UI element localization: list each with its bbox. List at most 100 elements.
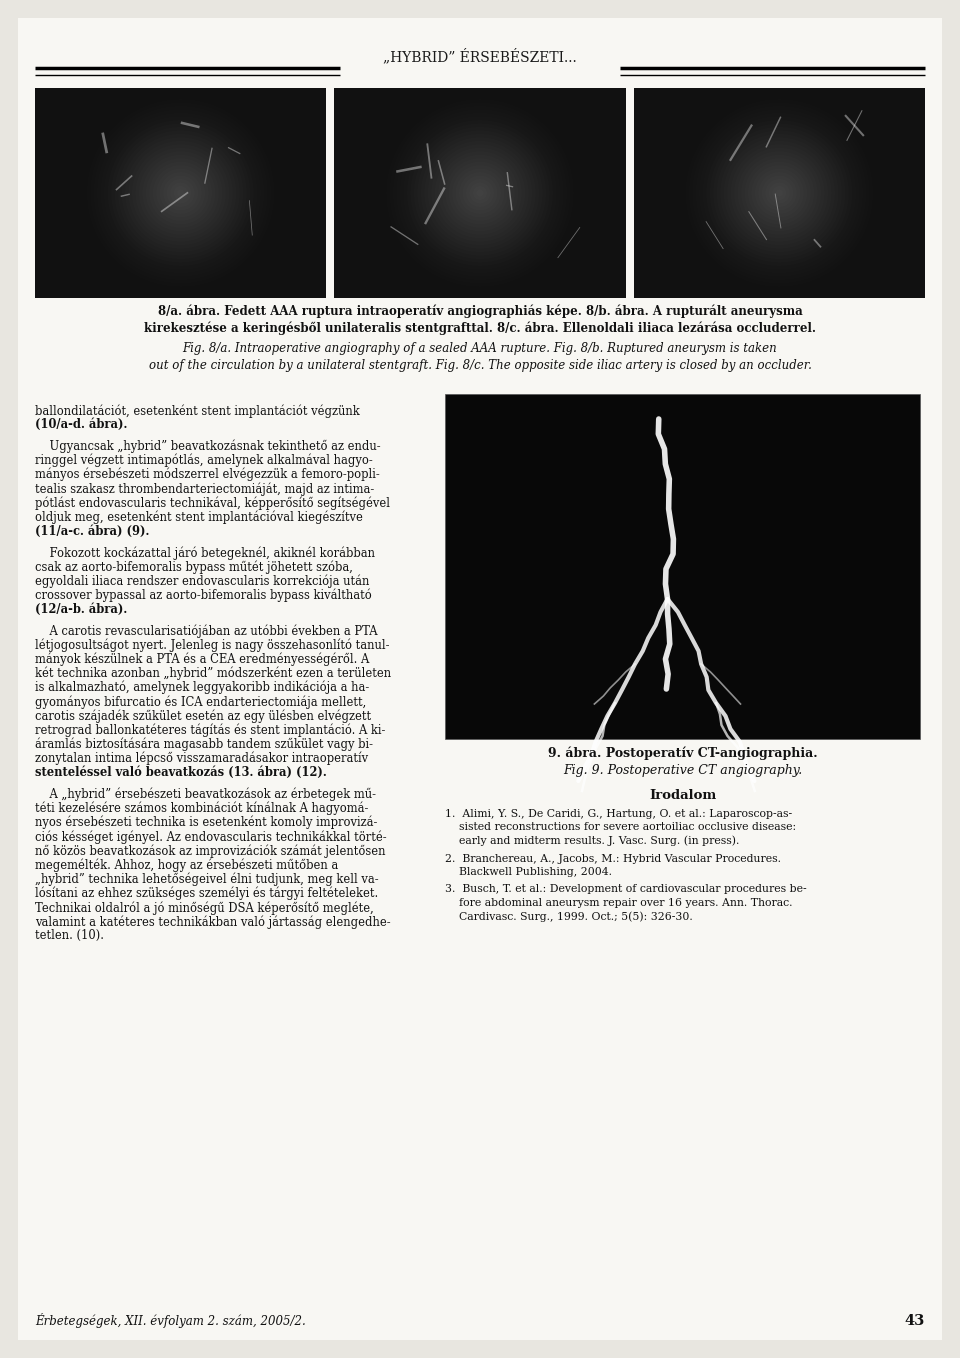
Ellipse shape — [122, 134, 240, 253]
Ellipse shape — [431, 144, 529, 242]
Ellipse shape — [456, 168, 504, 217]
Ellipse shape — [448, 162, 512, 224]
Text: gyományos bifurcatio és ICA endarteriectomiája mellett,: gyományos bifurcatio és ICA endarteriect… — [35, 695, 367, 709]
Text: zonytalan intima lépcső visszamaradásakor intraoperatív: zonytalan intima lépcső visszamaradásako… — [35, 752, 368, 766]
Ellipse shape — [153, 166, 208, 221]
Ellipse shape — [86, 99, 275, 287]
Ellipse shape — [424, 137, 536, 249]
Text: 2.  Branchereau, A., Jacobs, M.: Hybrid Vascular Procedures.
    Blackwell Publi: 2. Branchereau, A., Jacobs, M.: Hybrid V… — [445, 853, 781, 877]
Ellipse shape — [467, 179, 493, 206]
Text: (12/a-b. ábra).: (12/a-b. ábra). — [35, 603, 128, 615]
Text: áramlás biztosítására magasabb tandem szűkület vagy bi-: áramlás biztosítására magasabb tandem sz… — [35, 737, 373, 751]
Ellipse shape — [132, 144, 229, 242]
Ellipse shape — [80, 92, 281, 293]
Ellipse shape — [163, 175, 198, 210]
Ellipse shape — [90, 103, 271, 284]
Ellipse shape — [724, 137, 835, 249]
Ellipse shape — [428, 141, 532, 246]
Ellipse shape — [159, 172, 202, 213]
Ellipse shape — [94, 106, 268, 280]
Ellipse shape — [129, 141, 233, 246]
Ellipse shape — [111, 124, 251, 262]
Ellipse shape — [118, 130, 243, 255]
Text: két technika azonban „hybrid” módszerként ezen a területen: két technika azonban „hybrid” módszerkén… — [35, 667, 391, 680]
Ellipse shape — [139, 151, 223, 235]
Ellipse shape — [709, 124, 849, 262]
Text: ciós késséget igényel. Az endovascularis technikákkal törté-: ciós késséget igényel. Az endovascularis… — [35, 830, 387, 843]
Text: Érbetegségek, XII. évfolyam 2. szám, 2005/2.: Érbetegségek, XII. évfolyam 2. szám, 200… — [35, 1313, 305, 1328]
Ellipse shape — [170, 182, 191, 204]
Ellipse shape — [414, 126, 546, 259]
Ellipse shape — [720, 134, 838, 253]
Ellipse shape — [135, 148, 226, 238]
Ellipse shape — [745, 159, 814, 228]
Ellipse shape — [776, 190, 782, 197]
Ellipse shape — [476, 190, 484, 197]
Ellipse shape — [108, 120, 253, 266]
Ellipse shape — [167, 179, 195, 206]
Text: 3.  Busch, T. et al.: Development of cardiovascular procedures be-
    fore abdo: 3. Busch, T. et al.: Development of card… — [445, 884, 806, 922]
Text: is alkalmazható, amelynek leggyakoribb indikációja a ha-: is alkalmazható, amelynek leggyakoribb i… — [35, 680, 370, 694]
Text: pótlást endovascularis technikával, képperősítő segítségével: pótlást endovascularis technikával, képp… — [35, 496, 390, 509]
Ellipse shape — [418, 130, 542, 255]
Ellipse shape — [469, 182, 491, 204]
Ellipse shape — [156, 168, 205, 217]
Ellipse shape — [682, 95, 876, 291]
Ellipse shape — [713, 126, 846, 259]
Ellipse shape — [178, 190, 184, 197]
Bar — [334, 88, 626, 297]
Ellipse shape — [379, 92, 581, 293]
Ellipse shape — [685, 99, 874, 287]
Ellipse shape — [125, 137, 236, 249]
Ellipse shape — [773, 186, 786, 200]
Ellipse shape — [679, 92, 880, 293]
Ellipse shape — [105, 117, 257, 269]
Ellipse shape — [769, 182, 790, 204]
Ellipse shape — [696, 110, 863, 277]
Text: csak az aorto-bifemoralis bypass műtét jöhetett szóba,: csak az aorto-bifemoralis bypass műtét j… — [35, 561, 353, 573]
Text: crossover bypassal az aorto-bifemoralis bypass kiváltható: crossover bypassal az aorto-bifemoralis … — [35, 588, 372, 602]
Text: Irodalom: Irodalom — [649, 789, 716, 803]
Text: 43: 43 — [904, 1315, 925, 1328]
Ellipse shape — [463, 175, 497, 210]
Ellipse shape — [752, 166, 807, 221]
Ellipse shape — [758, 172, 801, 213]
Ellipse shape — [174, 186, 187, 200]
Text: tetlen. (10).: tetlen. (10). — [35, 929, 104, 942]
Ellipse shape — [400, 113, 560, 273]
Text: Fig. 8/a. Intraoperative angiography of a sealed AAA rupture. Fig. 8/b. Ruptured: Fig. 8/a. Intraoperative angiography of … — [149, 342, 811, 372]
Ellipse shape — [703, 117, 855, 269]
Ellipse shape — [403, 117, 557, 269]
Ellipse shape — [442, 155, 518, 231]
Ellipse shape — [755, 168, 804, 217]
Ellipse shape — [727, 141, 831, 246]
Text: „hybrid” technika lehetőségeivel élni tudjunk, meg kell va-: „hybrid” technika lehetőségeivel élni tu… — [35, 873, 378, 887]
Text: Fokozott kockázattal járó betegeknél, akiknél korábban: Fokozott kockázattal járó betegeknél, ak… — [35, 546, 375, 559]
Text: A „hybrid” érsebészeti beavatkozások az érbetegek mű-: A „hybrid” érsebészeti beavatkozások az … — [35, 788, 376, 801]
Ellipse shape — [473, 186, 487, 200]
Ellipse shape — [459, 172, 501, 213]
Text: valamint a katéteres technikákban való jártasság elengedhe-: valamint a katéteres technikákban való j… — [35, 915, 391, 929]
Text: Ugyancsak „hybrid” beavatkozásnak tekinthető az endu-: Ugyancsak „hybrid” beavatkozásnak tekint… — [35, 440, 380, 454]
Bar — [35, 88, 326, 297]
Ellipse shape — [390, 103, 570, 284]
Ellipse shape — [383, 95, 577, 291]
Text: megemélték. Ahhoz, hogy az érsebészeti műtőben a: megemélték. Ahhoz, hogy az érsebészeti m… — [35, 858, 338, 872]
Ellipse shape — [411, 124, 549, 262]
Text: (11/a-c. ábra) (9).: (11/a-c. ábra) (9). — [35, 524, 150, 538]
Ellipse shape — [439, 151, 521, 235]
Text: ringgel végzett intimapótlás, amelynek alkalmával hagyo-: ringgel végzett intimapótlás, amelynek a… — [35, 454, 372, 467]
Ellipse shape — [445, 159, 515, 228]
Text: Technikai oldalról a jó minőségű DSA képerősítő megléte,: Technikai oldalról a jó minőségű DSA kép… — [35, 900, 373, 914]
Text: A carotis revascularisatiójában az utóbbi években a PTA: A carotis revascularisatiójában az utóbb… — [35, 625, 377, 638]
Text: retrograd ballonkatéteres tágítás és stent implantáció. A ki-: retrograd ballonkatéteres tágítás és ste… — [35, 724, 385, 737]
Text: carotis szájadék szűkület esetén az egy ülésben elvégzett: carotis szájadék szűkület esetén az egy … — [35, 709, 372, 722]
Ellipse shape — [748, 162, 810, 224]
Ellipse shape — [707, 120, 852, 266]
Ellipse shape — [689, 103, 870, 284]
Ellipse shape — [762, 175, 797, 210]
Ellipse shape — [737, 151, 821, 235]
Text: (10/a-d. ábra).: (10/a-d. ábra). — [35, 418, 128, 432]
Ellipse shape — [765, 179, 793, 206]
Text: nő közös beavatkozások az improvizációk számát jelentősen: nő közös beavatkozások az improvizációk … — [35, 845, 386, 858]
